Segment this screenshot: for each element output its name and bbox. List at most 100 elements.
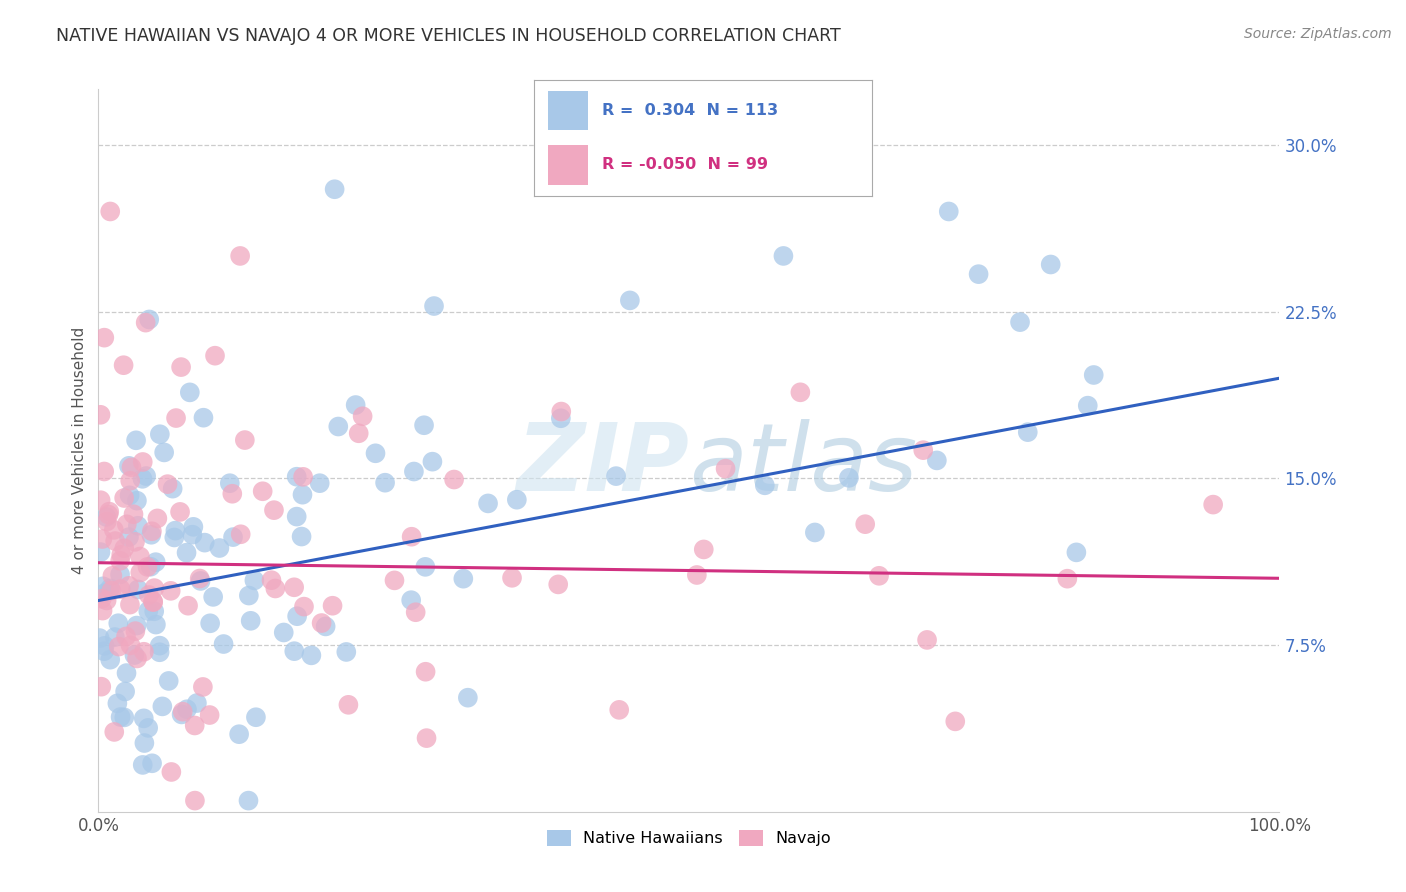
Point xyxy=(229,527,252,541)
Point xyxy=(122,507,145,521)
Point xyxy=(114,684,136,698)
Point xyxy=(352,409,374,424)
Point xyxy=(453,572,475,586)
Point xyxy=(98,204,121,219)
Point xyxy=(789,385,811,400)
Point xyxy=(104,630,127,644)
Point xyxy=(110,548,132,562)
Point xyxy=(938,204,960,219)
Point xyxy=(160,764,183,779)
Point xyxy=(443,473,465,487)
Text: atlas: atlas xyxy=(689,419,917,510)
Point xyxy=(132,758,155,772)
Point xyxy=(291,488,314,502)
Point xyxy=(853,517,876,532)
Point xyxy=(91,604,114,618)
Point xyxy=(1008,315,1031,329)
Point xyxy=(112,541,135,556)
Point xyxy=(943,714,966,729)
Point xyxy=(693,542,716,557)
Point xyxy=(132,455,155,469)
Point xyxy=(93,331,115,345)
Point xyxy=(125,651,148,665)
Point xyxy=(107,640,129,654)
Point xyxy=(283,644,305,658)
Point xyxy=(263,503,285,517)
Point xyxy=(202,590,225,604)
Point xyxy=(967,267,990,281)
Point xyxy=(402,465,425,479)
Text: NATIVE HAWAIIAN VS NAVAJO 4 OR MORE VEHICLES IN HOUSEHOLD CORRELATION CHART: NATIVE HAWAIIAN VS NAVAJO 4 OR MORE VEHI… xyxy=(56,27,841,45)
Point xyxy=(323,182,346,196)
Point xyxy=(93,644,115,658)
Point xyxy=(125,618,148,632)
Point xyxy=(607,703,630,717)
Point xyxy=(925,453,948,467)
Point xyxy=(238,794,260,808)
Point xyxy=(138,588,160,602)
Point xyxy=(97,508,120,522)
Point xyxy=(245,710,267,724)
Point xyxy=(264,582,287,596)
FancyBboxPatch shape xyxy=(548,145,588,185)
Point xyxy=(96,515,118,529)
Point xyxy=(108,567,131,582)
Point xyxy=(1066,545,1088,559)
Point xyxy=(315,619,337,633)
Legend: Native Hawaiians, Navajo: Native Hawaiians, Navajo xyxy=(538,822,839,855)
Point xyxy=(477,496,499,510)
Point xyxy=(157,673,180,688)
Text: ZIP: ZIP xyxy=(516,419,689,511)
Point xyxy=(1083,368,1105,382)
Point xyxy=(868,569,890,583)
Point xyxy=(90,493,112,508)
Point xyxy=(1077,399,1099,413)
Point xyxy=(125,434,148,448)
Point xyxy=(292,470,315,484)
Point xyxy=(194,535,217,549)
Point xyxy=(127,518,149,533)
Point xyxy=(149,639,172,653)
Point xyxy=(229,249,252,263)
Point xyxy=(501,571,523,585)
Point xyxy=(163,531,186,545)
Point xyxy=(1017,425,1039,439)
Point xyxy=(120,639,142,653)
Point xyxy=(198,616,221,631)
Point xyxy=(198,708,221,723)
Point xyxy=(124,534,146,549)
Point xyxy=(129,549,152,564)
Point xyxy=(149,427,172,442)
Point xyxy=(89,408,111,422)
Point xyxy=(1039,258,1062,272)
Point xyxy=(121,460,143,475)
Point xyxy=(120,474,142,488)
Point xyxy=(89,631,111,645)
Point xyxy=(181,527,204,541)
FancyBboxPatch shape xyxy=(548,91,588,130)
Point xyxy=(322,599,344,613)
Point xyxy=(838,471,860,485)
Point xyxy=(101,569,124,583)
Point xyxy=(124,648,146,662)
Point xyxy=(141,524,163,539)
Point xyxy=(238,589,260,603)
Point xyxy=(384,574,406,588)
Point xyxy=(135,316,157,330)
Point xyxy=(170,707,193,722)
Point xyxy=(107,616,129,631)
Point xyxy=(754,478,776,492)
Point xyxy=(204,349,226,363)
Point xyxy=(292,599,315,614)
Point xyxy=(115,630,138,644)
Point xyxy=(136,604,159,618)
Point xyxy=(401,530,423,544)
Point xyxy=(177,599,200,613)
Point xyxy=(605,469,627,483)
Point xyxy=(125,493,148,508)
Point xyxy=(146,511,169,525)
Point xyxy=(260,573,283,587)
Point xyxy=(415,665,437,679)
Point xyxy=(118,488,141,502)
Point xyxy=(162,482,184,496)
